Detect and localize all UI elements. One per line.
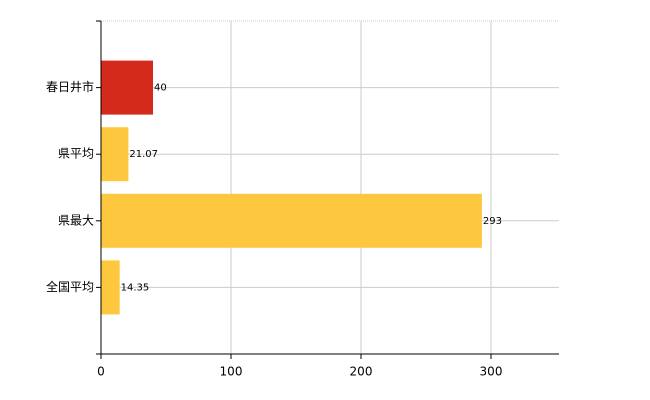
value-label: 14.35 bbox=[121, 282, 150, 293]
bar bbox=[101, 260, 120, 315]
y-tick-label: 県最大 bbox=[58, 213, 94, 227]
value-label: 21.07 bbox=[129, 149, 158, 160]
x-tick-label: 100 bbox=[220, 365, 243, 379]
x-tick-label: 300 bbox=[480, 365, 503, 379]
bar bbox=[101, 60, 153, 115]
value-label: 40 bbox=[154, 83, 167, 94]
y-tick-label: 春日井市 bbox=[46, 79, 94, 94]
y-tick-label: 県平均 bbox=[58, 147, 94, 161]
bar bbox=[101, 127, 129, 182]
bar bbox=[101, 193, 482, 248]
value-label: 293 bbox=[483, 216, 502, 227]
x-tick-label: 0 bbox=[97, 365, 105, 379]
x-tick-label: 200 bbox=[350, 365, 373, 379]
y-tick-label: 全国平均 bbox=[46, 279, 94, 294]
